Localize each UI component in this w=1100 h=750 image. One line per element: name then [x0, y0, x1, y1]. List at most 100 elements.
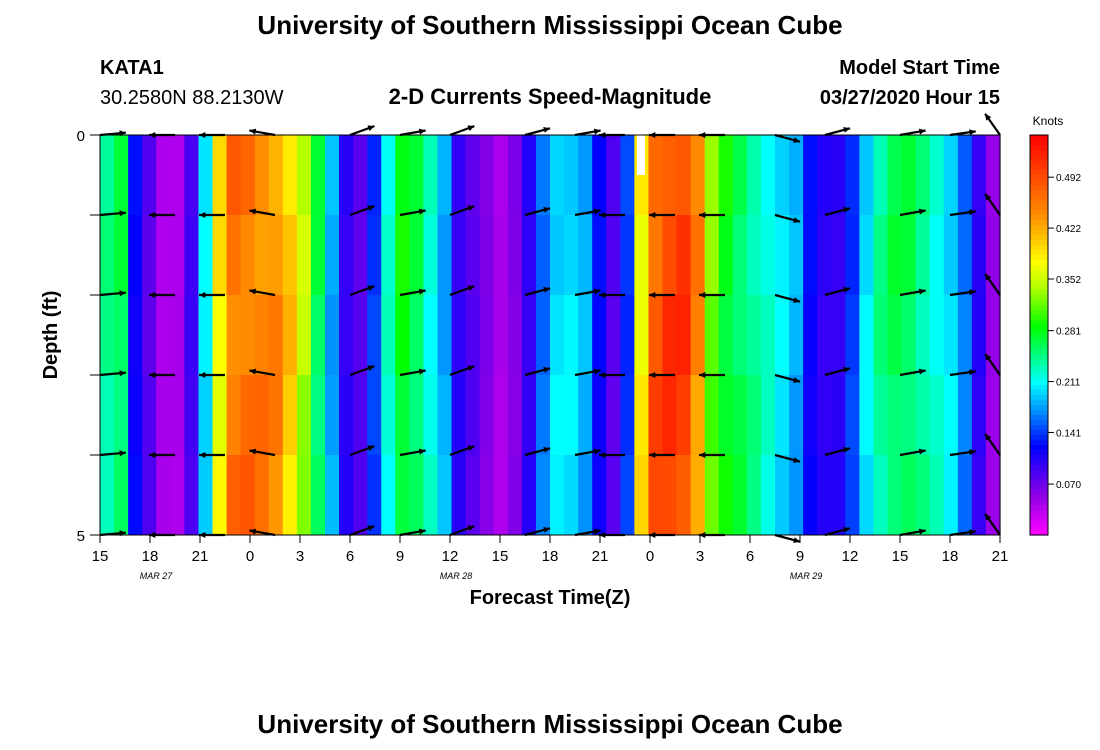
heatmap-cell — [746, 455, 762, 536]
current-arrow — [99, 370, 126, 377]
heatmap-cell — [465, 295, 481, 376]
colorbar-segment — [1030, 195, 1048, 201]
heatmap-cell — [606, 215, 621, 296]
x-tick-label: 18 — [542, 548, 559, 565]
heatmap-cell — [381, 375, 396, 456]
heatmap-cell — [873, 375, 889, 456]
current-arrow — [824, 207, 851, 217]
heatmap-cell — [929, 295, 945, 376]
current-arrow — [699, 452, 725, 458]
heatmap-cell — [718, 215, 734, 296]
heatmap-cell — [789, 135, 804, 216]
heatmap-cell — [957, 295, 973, 376]
heatmap-cell — [971, 455, 987, 536]
heatmap-cell — [606, 375, 621, 456]
colorbar-segment — [1030, 440, 1048, 446]
colorbar-tick-label: 0.141 — [1056, 428, 1081, 439]
heatmap-cell — [507, 455, 523, 536]
heatmap-cell — [296, 135, 312, 216]
heatmap-cell — [943, 455, 959, 536]
colorbar-segment — [1030, 190, 1048, 196]
y-tick-label: 0 — [77, 128, 85, 145]
heatmap-cell — [634, 455, 650, 536]
heatmap-cell — [789, 375, 804, 456]
heatmap-cell — [732, 215, 748, 296]
heatmap-cell — [184, 135, 200, 216]
heatmap-cell — [564, 135, 579, 216]
heatmap-cell — [198, 135, 214, 216]
heatmap-cell — [493, 295, 509, 376]
heatmap-cell — [142, 215, 157, 296]
colorbar-segment — [1030, 490, 1048, 496]
colorbar-segment — [1030, 370, 1048, 376]
colorbar-segment — [1030, 530, 1048, 536]
heatmap-cell — [521, 215, 537, 296]
page-title: University of Southern Mississippi Ocean… — [257, 10, 842, 40]
current-arrow — [524, 367, 551, 377]
heatmap-cell — [732, 455, 748, 536]
heatmap-cell — [746, 375, 762, 456]
heatmap-cell — [915, 295, 931, 376]
colorbar-segment — [1030, 395, 1048, 401]
heatmap-cell — [367, 135, 382, 216]
heatmap-cell — [254, 455, 270, 536]
heatmap-cell — [887, 215, 903, 296]
current-arrow — [599, 372, 625, 378]
heatmap-cell — [310, 135, 326, 216]
heatmap-cell — [915, 375, 931, 456]
current-arrow — [524, 527, 551, 537]
current-arrow — [649, 292, 675, 298]
heatmap-cell — [451, 215, 467, 296]
heatmap-cell — [718, 455, 734, 536]
missing-data-marker — [637, 135, 645, 175]
heatmap-cell — [451, 455, 467, 536]
heatmap-cell — [676, 455, 692, 536]
colorbar-segment — [1030, 485, 1048, 491]
heatmap-cell — [676, 295, 692, 376]
colorbar-segment — [1030, 285, 1048, 291]
heatmap-cell — [746, 135, 762, 216]
colorbar-tick-label: 0.281 — [1056, 327, 1081, 338]
current-arrow — [649, 452, 675, 458]
heatmap-cell — [662, 135, 678, 216]
heatmap-cell — [339, 295, 354, 376]
heatmap-cell — [929, 135, 945, 216]
model-start-time: 03/27/2020 Hour 15 — [820, 87, 1000, 109]
colorbar-segment — [1030, 355, 1048, 361]
heatmap-cell — [704, 455, 720, 536]
footer-title: University of Southern Mississippi Ocean… — [257, 709, 842, 739]
heatmap-cell — [423, 375, 439, 456]
heatmap-cell — [662, 375, 678, 456]
heatmap-cell — [971, 215, 987, 296]
heatmap-cell — [325, 135, 340, 216]
heatmap-cell — [296, 375, 312, 456]
heatmap-cell — [296, 295, 312, 376]
heatmap-cell — [409, 375, 425, 456]
heatmap-cell — [929, 375, 945, 456]
x-tick-label: 0 — [246, 548, 254, 565]
current-arrow — [449, 445, 475, 457]
heatmap-cell — [746, 295, 762, 376]
heatmap-cell — [339, 135, 354, 216]
heatmap-cell — [915, 215, 931, 296]
heatmap-cell — [395, 215, 410, 296]
heatmap-cell — [535, 455, 551, 536]
x-tick-label: 18 — [142, 548, 159, 565]
heatmap-cell — [325, 455, 340, 536]
colorbar-segment — [1030, 340, 1048, 346]
y-axis-label: Depth (ft) — [40, 291, 62, 380]
current-arrow — [949, 529, 976, 537]
current-arrow — [824, 527, 851, 537]
current-arrow — [449, 365, 475, 377]
heatmap-cell — [240, 215, 256, 296]
heatmap-cell — [789, 215, 804, 296]
heatmap-cell — [985, 215, 1001, 296]
heatmap-cell — [507, 375, 523, 456]
x-tick-label: 15 — [892, 548, 909, 565]
colorbar-segment — [1030, 515, 1048, 521]
heatmap-cell — [662, 455, 678, 536]
heatmap-cell — [985, 295, 1001, 376]
current-arrow — [349, 205, 375, 217]
heatmap-cell — [437, 375, 453, 456]
current-arrow — [649, 372, 675, 378]
